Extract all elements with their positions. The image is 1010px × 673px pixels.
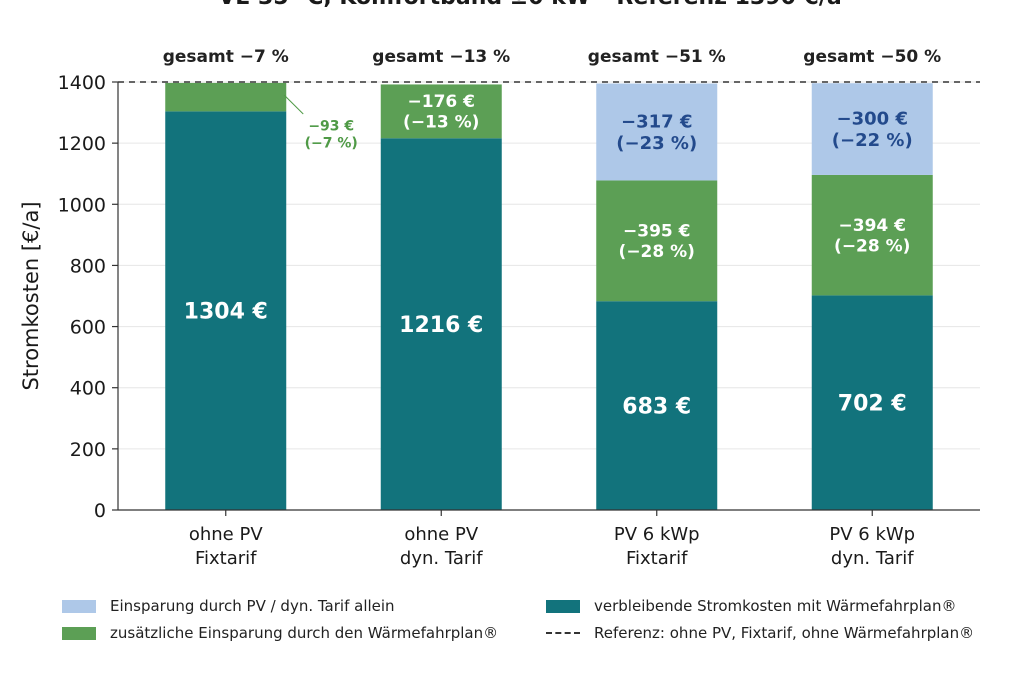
- bar-total-label: gesamt −7 %: [163, 47, 289, 67]
- x-tick-label: Fixtarif: [626, 548, 688, 569]
- bar-segment-waermefahrplan: [811, 174, 933, 296]
- bar-segment-waermefahrplan: [596, 180, 718, 302]
- y-tick-label: 800: [70, 255, 106, 277]
- bar-value-label: (−7 %): [305, 135, 358, 151]
- x-tick-label: ohne PV: [189, 524, 263, 545]
- y-axis-label: Stromkosten [€/a]: [19, 201, 43, 390]
- legend-item-reference: Referenz: ohne PV, Fixtarif, ohne Wärmef…: [546, 624, 974, 642]
- y-tick-label: 600: [70, 317, 106, 339]
- bar-segment-remaining: [811, 295, 933, 510]
- legend-swatch-reference: [546, 632, 580, 634]
- bar-segment-pv_only: [811, 83, 933, 175]
- bar-segment-remaining: [380, 138, 502, 510]
- x-tick-label: PV 6 kWp: [614, 524, 700, 545]
- bar-total-label: gesamt −50 %: [803, 47, 941, 67]
- y-tick-label: 0: [94, 500, 106, 522]
- x-tick-label: Fixtarif: [195, 548, 257, 569]
- y-tick-label: 1200: [58, 133, 106, 155]
- legend-label-waermefahrplan: zusätzliche Einsparung durch den Wärmefa…: [110, 624, 499, 642]
- bar-value-label: (−13 %): [403, 112, 479, 132]
- bar-total-label: gesamt −51 %: [588, 47, 726, 67]
- x-tick-label: dyn. Tarif: [831, 548, 914, 569]
- bar-segment-remaining: [596, 301, 718, 510]
- bar-value-label: 1304 €: [184, 299, 268, 324]
- x-tick-label: PV 6 kWp: [829, 524, 915, 545]
- bar-value-label: (−23 %): [616, 133, 697, 154]
- bar-value-label: 1216 €: [399, 313, 483, 338]
- bar-segment-remaining: [165, 111, 287, 510]
- bar-value-label: −394 €: [839, 216, 906, 236]
- x-tick-label: ohne PV: [404, 524, 478, 545]
- bar-value-label: (−28 %): [619, 242, 695, 262]
- bar-value-label: 702 €: [838, 391, 907, 416]
- bar-value-label: 683 €: [622, 394, 691, 419]
- legend-item-waermefahrplan: zusätzliche Einsparung durch den Wärmefa…: [62, 624, 498, 642]
- legend-swatch-waermefahrplan: [62, 626, 96, 640]
- legend-label-pv-only: Einsparung durch PV / dyn. Tarif allein: [110, 597, 395, 615]
- bar-value-label: −395 €: [623, 222, 690, 242]
- callout-line: [283, 94, 304, 115]
- legend-swatch-pv-only: [62, 599, 96, 613]
- x-tick-label: dyn. Tarif: [400, 548, 483, 569]
- bar-segment-waermefahrplan: [380, 84, 502, 139]
- chart-title: VE 35 °C, Komfortband ±0 kW – Referenz 1…: [218, 0, 842, 10]
- y-tick-label: 200: [70, 439, 106, 461]
- bar-value-label: −317 €: [621, 111, 692, 132]
- legend-swatch-remaining: [546, 599, 580, 613]
- bar-value-label: (−28 %): [834, 236, 910, 256]
- y-tick-label: 1400: [58, 72, 106, 94]
- legend-item-pv-only: Einsparung durch PV / dyn. Tarif allein: [62, 597, 395, 615]
- bar-total-label: gesamt −13 %: [372, 47, 510, 67]
- bar-value-label: −176 €: [408, 92, 475, 112]
- legend-item-remaining: verbleibende Stromkosten mit Wärmefahrpl…: [546, 597, 956, 615]
- legend-label-reference: Referenz: ohne PV, Fixtarif, ohne Wärmef…: [594, 624, 975, 642]
- bar-segment-waermefahrplan: [165, 82, 287, 112]
- legend-label-remaining: verbleibende Stromkosten mit Wärmefahrpl…: [594, 597, 957, 615]
- y-tick-label: 400: [70, 378, 106, 400]
- bar-value-label: −300 €: [837, 109, 908, 130]
- bar-value-label: (−22 %): [832, 130, 913, 151]
- bar-value-label: −93 €: [308, 119, 354, 135]
- stacked-bar-chart: VE 35 °C, Komfortband ±0 kW – Referenz 1…: [19, 0, 980, 569]
- y-tick-label: 1000: [58, 194, 106, 216]
- bar-segment-pv_only: [596, 83, 718, 181]
